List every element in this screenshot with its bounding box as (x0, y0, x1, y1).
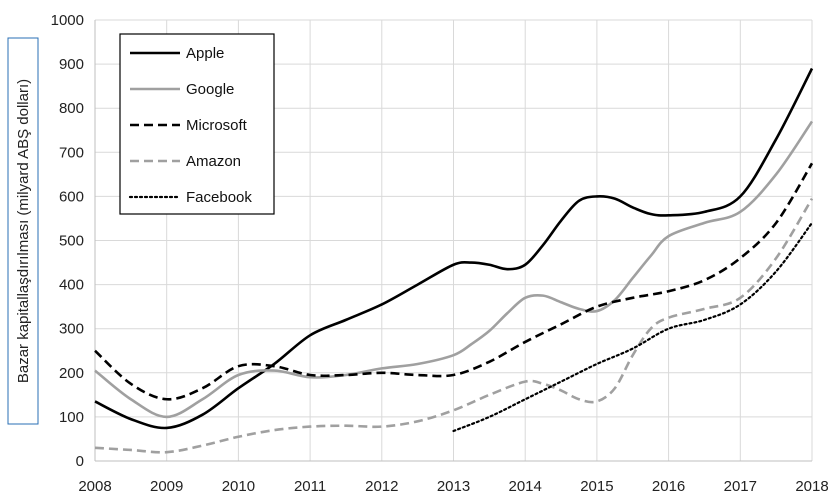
y-axis-label-group: Bazar kapitallaşdırılması (milyard ABŞ d… (7, 37, 39, 425)
y-tick-label: 0 (76, 453, 84, 470)
x-tick-label: 2015 (580, 478, 613, 495)
series-line-apple (94, 67, 814, 430)
x-tick-label: 2016 (652, 478, 685, 495)
legend-label-amazon: Amazon (186, 153, 241, 170)
x-tick-label: 2014 (509, 478, 542, 495)
y-tick-label: 100 (59, 409, 84, 426)
y-tick-label: 800 (59, 100, 84, 117)
x-tick-label: 2011 (294, 478, 326, 495)
x-tick-label: 2012 (365, 478, 398, 495)
series-lines (94, 67, 814, 454)
legend: Apple Google Microsoft Amazon Facebook (119, 33, 275, 215)
x-tick-label: 2008 (78, 478, 111, 495)
y-axis-label: Bazar kapitallaşdırılması (milyard ABŞ d… (15, 79, 32, 383)
y-tick-label: 200 (59, 365, 84, 382)
y-tick-label: 900 (59, 56, 84, 73)
legend-label-google: Google (186, 81, 234, 98)
series-line-google (94, 120, 814, 419)
x-tick-label: 2013 (437, 478, 470, 495)
y-tick-label: 500 (59, 233, 84, 250)
y-tick-label: 400 (59, 277, 84, 294)
series-line-microsoft (94, 162, 814, 401)
x-tick-label: 2009 (150, 478, 183, 495)
grid (95, 19, 813, 461)
legend-label-microsoft: Microsoft (186, 117, 248, 134)
y-tick-label: 600 (59, 188, 84, 205)
x-tick-label: 2010 (222, 478, 255, 495)
x-tick-label: 2018 (795, 478, 828, 495)
series-line-amazon (94, 197, 814, 454)
legend-label-facebook: Facebook (186, 189, 252, 206)
y-tick-label: 1000 (51, 12, 84, 29)
y-axis-label-box (7, 37, 39, 425)
y-tick-label: 700 (59, 144, 84, 161)
axes: 2008 2009 2010 2011 2012 2013 2014 2015 2016 2017… (51, 12, 829, 495)
y-tick-label: 300 (59, 321, 84, 338)
legend-label-apple: Apple (186, 45, 224, 62)
series-line-facebook (452, 221, 814, 433)
x-tick-label: 2017 (724, 478, 757, 495)
